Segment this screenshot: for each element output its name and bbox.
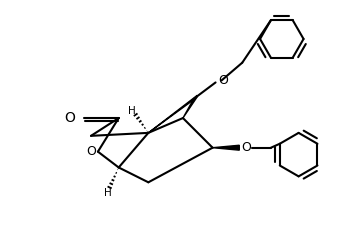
Text: H: H bbox=[128, 106, 135, 116]
Text: O: O bbox=[241, 141, 251, 154]
Text: O: O bbox=[219, 74, 229, 87]
Text: O: O bbox=[86, 145, 96, 158]
Polygon shape bbox=[148, 95, 197, 133]
Text: H: H bbox=[104, 188, 112, 198]
Polygon shape bbox=[213, 145, 239, 150]
Polygon shape bbox=[183, 96, 198, 118]
Text: O: O bbox=[64, 111, 75, 125]
